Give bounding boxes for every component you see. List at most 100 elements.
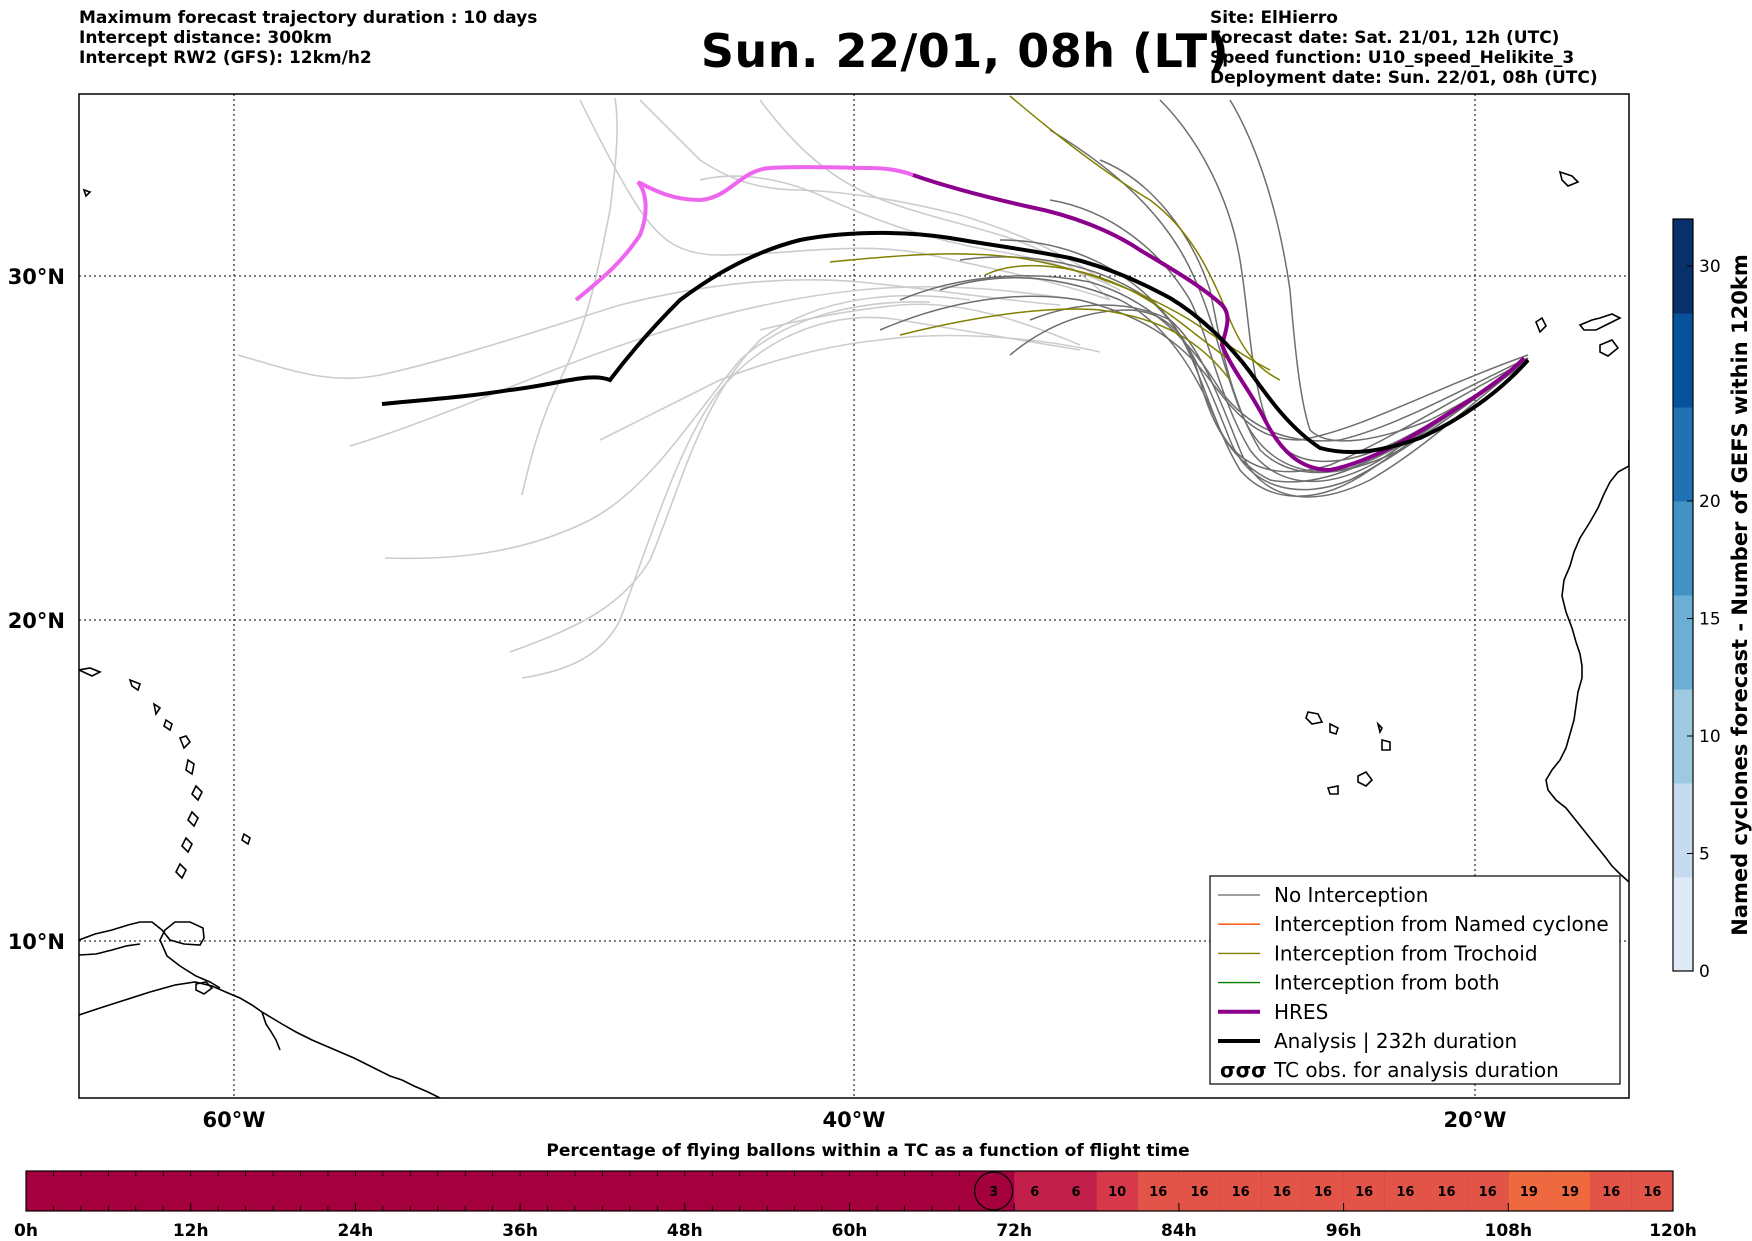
legend-item: Interception from Named cyclone [1218,912,1609,936]
anguilla [128,678,141,692]
colorbar-tick-label: 0 [1699,962,1710,982]
colorbar-segment [1673,595,1693,690]
legend-label: TC obs. for analysis duration [1273,1058,1559,1082]
lesser-antilles-5 [181,836,193,854]
lesser-antilles-3 [191,784,203,802]
intercept-distance-text: Intercept distance: 300km [79,28,332,48]
lon-label-60w: 60°W [203,1108,266,1132]
timebar-tick-label: 84h [1161,1221,1197,1241]
hres-trajectory [912,173,1526,473]
timebar-cell-value: 16 [1355,1185,1373,1200]
map-legend: No Interception Interception from Named c… [1209,875,1621,1085]
lesser-antilles-2 [185,758,195,776]
lesser-antilles-1 [178,735,192,750]
timebar-cell-fill [1467,1171,1509,1211]
trajectory-light [509,294,971,653]
timebar-tick-label: 48h [667,1221,703,1241]
site-text: Site: ElHierro [1210,8,1338,28]
cyclone-colorbar: 0 5 10 15 20 30 Named cyclones forecast - Num… [1672,218,1752,982]
timebar-cell-value: 3 [989,1185,998,1200]
trajectory-light [759,99,1111,301]
coastlines [79,170,1629,1098]
cape-verde-2 [1329,722,1339,736]
lat-label-20n: 20°N [8,609,65,633]
forecast-parameters: Maximum forecast trajectory duration : 1… [79,8,537,68]
timebar-cell-value: 16 [1314,1185,1332,1200]
timebar-tick-label: 0h [14,1221,38,1241]
timebar-cell-value: 19 [1561,1185,1579,1200]
timebar-cell-value: 16 [1149,1185,1167,1200]
canary-islands-1 [1578,313,1622,331]
timebar-cell-fill [1343,1171,1385,1211]
colorbar-label: Named cyclones forecast - Number of GEFS… [1728,254,1752,935]
guyana-coast [261,1011,281,1051]
timebar-cell: 16 [1178,1171,1221,1211]
cape-verde-3 [1381,738,1391,751]
timebar-cell-fill [1631,1171,1673,1211]
trajectory-dark [1029,304,1529,498]
timebar-cell-fill [1425,1171,1468,1211]
guadeloupe [163,718,173,732]
timebar-cell-fill [1549,1171,1591,1211]
africa-coast [1545,465,1629,883]
timebar-cell: 16 [1590,1171,1632,1211]
colorbar-segment [1673,407,1693,502]
lat-label-30n: 30°N [8,265,65,289]
trajectory-dark [899,275,1529,442]
timebar-tick-label: 24h [338,1221,374,1241]
timebar-cell-value: 6 [1030,1185,1039,1200]
colorbar-segment [1673,689,1693,784]
trajectory-dark [1099,159,1529,474]
colorbar-segment [1673,877,1693,972]
timebar-cell: 19 [1508,1171,1550,1211]
timebar-cell-fill [1508,1171,1550,1211]
timebar-cell: 6 [1055,1171,1097,1211]
timebar-cell-fill [1014,1171,1056,1211]
legend-item: No Interception [1218,883,1428,907]
trinidad [195,981,214,995]
timebar-cell: 16 [1302,1171,1344,1211]
timebar-cell: 10 [1096,1171,1138,1211]
timebar-cell: 16 [1137,1171,1179,1211]
south-america-coast [79,981,441,1098]
timebar-cell: 16 [1631,1171,1673,1211]
trajectory-light [384,301,931,560]
colorbar-segment [1673,501,1693,596]
timebar-cell-value: 16 [1273,1185,1291,1200]
timebar-cell-value: 10 [1108,1185,1126,1200]
timebar-cell: 16 [1384,1171,1426,1211]
legend-item: HRES [1218,1000,1328,1024]
timebar-cell: 16 [1425,1171,1468,1211]
timebar-cell-value: 16 [1643,1185,1661,1200]
site-parameters: Site: ElHierro Forecast date: Sat. 21/01… [1210,8,1598,88]
trajectory-light [521,97,618,496]
timebar-cell-value: 16 [1396,1185,1414,1200]
colorbar-segment [1673,219,1693,314]
trajectory-light [759,303,1081,346]
timebar-cell-value: 16 [1602,1185,1620,1200]
legend-label: Interception from both [1274,971,1500,995]
timebar-cell-fill [1302,1171,1344,1211]
lon-label-20w: 20°W [1444,1108,1507,1132]
legend-label: Analysis | 232h duration [1274,1029,1517,1053]
timebar-title: Percentage of flying ballons within a TC… [546,1141,1189,1161]
timebar-tick-label: 12h [173,1221,209,1241]
timebar-cell-fill [1261,1171,1303,1211]
trajectory-light [349,285,1081,447]
lat-label-10n: 10°N [8,930,65,954]
antigua [152,702,162,717]
timebar-cell-fill [1096,1171,1138,1211]
timebar-cell-value: 16 [1479,1185,1497,1200]
timebar-tick-label: 120h [1649,1221,1697,1241]
legend-box [1209,875,1621,1085]
legend-item: Interception from Trochoid [1218,941,1538,965]
timebar-cell-fill [1220,1171,1262,1211]
bermuda [82,188,92,198]
colorbar-tick-label: 10 [1699,727,1721,747]
timebar-cell-fill [1384,1171,1426,1211]
deployment-date-text: Deployment date: Sun. 22/01, 08h (UTC) [1210,68,1598,88]
legend-item: Interception from both [1218,971,1500,995]
max-duration-text: Maximum forecast trajectory duration : 1… [79,8,538,28]
timebar-tick-label: 72h [996,1221,1032,1241]
timebar-tick-label: 108h [1485,1221,1533,1241]
